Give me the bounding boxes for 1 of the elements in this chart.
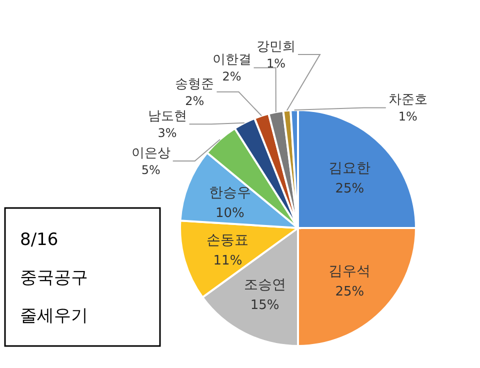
annotation: 8/16 중국공구 줄세우기 <box>20 230 88 326</box>
